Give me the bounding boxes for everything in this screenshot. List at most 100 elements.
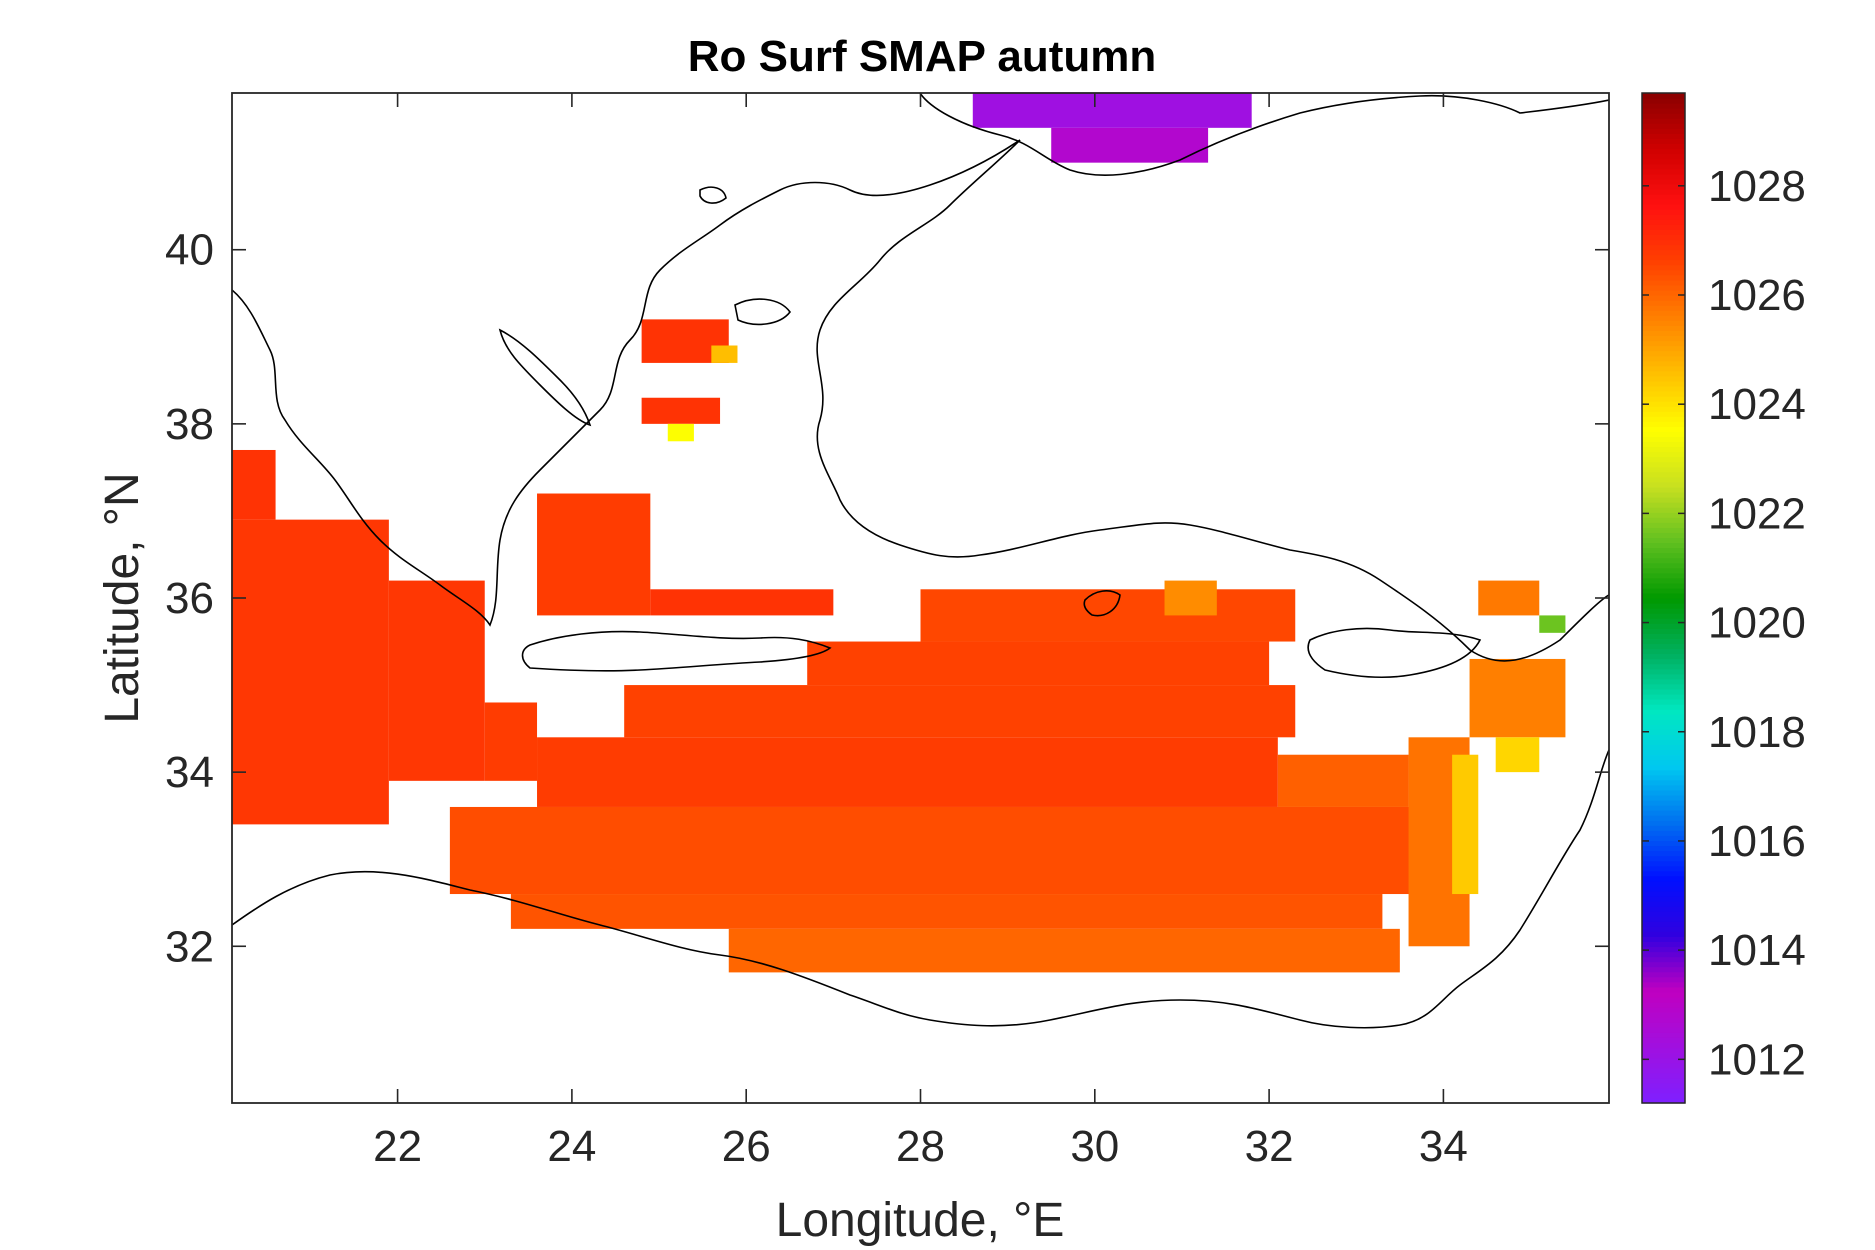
colorbar-band-170 [1642, 239, 1685, 246]
heatmap-cell-2 [388, 580, 485, 781]
colorbar-band-45 [1642, 870, 1685, 877]
colorbar-band-198 [1642, 98, 1685, 104]
colorbar-band-130 [1642, 441, 1685, 448]
colorbar-band-18 [1642, 1007, 1685, 1013]
colorbar-band-3 [1642, 1082, 1685, 1089]
colorbar-band-22 [1642, 986, 1685, 993]
colorbar-tick-label-7: 1026 [1708, 271, 1806, 320]
colorbar-band-65 [1642, 769, 1685, 776]
colorbar-band-199 [1642, 93, 1685, 99]
colorbar-band-30 [1642, 946, 1685, 953]
colorbar-band-191 [1642, 133, 1685, 140]
heatmap-cell-6 [807, 641, 1270, 686]
colorbar-band-84 [1642, 673, 1685, 680]
colorbar-band-122 [1642, 481, 1685, 488]
heatmap-cell-24 [1539, 615, 1566, 633]
colorbar-band-151 [1642, 335, 1685, 342]
colorbar-band-54 [1642, 825, 1685, 831]
colorbar-band-149 [1642, 345, 1685, 352]
colorbar-band-100 [1642, 592, 1685, 599]
colorbar-band-166 [1642, 259, 1685, 266]
colorbar-band-129 [1642, 446, 1685, 453]
colorbar-band-67 [1642, 759, 1685, 766]
colorbar-band-189 [1642, 143, 1685, 150]
colorbar-band-74 [1642, 724, 1685, 730]
colorbar-band-176 [1642, 209, 1685, 215]
colorbar-band-42 [1642, 885, 1685, 892]
x-tick-label-3: 28 [896, 1122, 945, 1171]
colorbar-band-36 [1642, 916, 1685, 922]
colorbar-band-139 [1642, 396, 1685, 402]
colorbar-band-88 [1642, 653, 1685, 660]
colorbar-band-85 [1642, 668, 1685, 675]
coastline-crete [521, 630, 832, 672]
colorbar-band-71 [1642, 739, 1685, 746]
heatmap-cell-17 [650, 589, 834, 616]
colorbar-band-66 [1642, 764, 1685, 771]
colorbar-band-141 [1642, 385, 1685, 392]
colorbar-band-169 [1642, 244, 1685, 251]
colorbar-frame [1641, 92, 1686, 1104]
colorbar-band-185 [1642, 163, 1685, 170]
heatmap-cell-16 [537, 493, 651, 616]
x-tick-label-1: 24 [547, 1122, 596, 1171]
coastline-rhodes [1083, 590, 1121, 617]
colorbar-band-174 [1642, 219, 1685, 225]
colorbar-band-107 [1642, 557, 1685, 564]
colorbar-band-187 [1642, 153, 1685, 160]
colorbar-band-62 [1642, 784, 1685, 791]
colorbar-band-80 [1642, 693, 1685, 700]
colorbar-band-113 [1642, 527, 1685, 533]
colorbar-band-29 [1642, 951, 1685, 958]
colorbar-band-106 [1642, 562, 1685, 569]
colorbar-band-31 [1642, 941, 1685, 948]
colorbar-band-44 [1642, 875, 1685, 882]
colorbar-band-19 [1642, 1002, 1685, 1008]
colorbar-band-90 [1642, 643, 1685, 650]
colorbar-band-114 [1642, 522, 1685, 528]
colorbar-band-179 [1642, 194, 1685, 200]
heatmap-cell-23 [667, 423, 694, 442]
colorbar-band-102 [1642, 582, 1685, 589]
x-axis-ticks: 22 24 26 28 30 32 34 [373, 93, 1468, 1171]
colorbar-band-194 [1642, 118, 1685, 124]
colorbar-band-118 [1642, 502, 1685, 508]
heatmap-cell-26 [1051, 127, 1209, 163]
colorbar-band-147 [1642, 355, 1685, 362]
colorbar-band-37 [1642, 911, 1685, 917]
colorbar-band-59 [1642, 800, 1685, 806]
colorbar-band-75 [1642, 719, 1685, 725]
colorbar-band-2 [1642, 1087, 1685, 1094]
colorbar-band-175 [1642, 214, 1685, 220]
colorbar-band-104 [1642, 572, 1685, 579]
colorbar-band-111 [1642, 537, 1685, 544]
colorbar-band-25 [1642, 971, 1685, 978]
colorbar-band-56 [1642, 815, 1685, 821]
colorbar-tick-label-5: 1022 [1708, 489, 1806, 538]
colorbar-tick-label-3: 1018 [1708, 708, 1806, 757]
colorbar-band-21 [1642, 991, 1685, 998]
colorbar-band-28 [1642, 956, 1685, 963]
coastline-north-africa [232, 749, 1609, 1029]
y-tick-label-1: 34 [165, 748, 214, 797]
heatmap-cell-1 [232, 449, 276, 520]
colorbar-band-17 [1642, 1012, 1685, 1018]
colorbar-band-186 [1642, 158, 1685, 165]
colorbar-band-51 [1642, 840, 1685, 847]
coastline-thasos [699, 186, 727, 204]
x-tick-label-6: 34 [1419, 1122, 1468, 1171]
colorbar-band-95 [1642, 618, 1685, 624]
colorbar-band-153 [1642, 325, 1685, 331]
colorbar-band-182 [1642, 178, 1685, 185]
colorbar-band-27 [1642, 961, 1685, 968]
colorbar-band-145 [1642, 365, 1685, 372]
heatmap-cell-15 [1495, 737, 1540, 773]
chart-title: Ro Surf SMAP autumn [688, 32, 1157, 81]
colorbar-tick-label-0: 1012 [1708, 1035, 1806, 1084]
colorbar-band-138 [1642, 401, 1685, 407]
colorbar-band-164 [1642, 269, 1685, 276]
heatmap-cell-18 [1164, 580, 1217, 616]
colorbar-band-7 [1642, 1062, 1685, 1069]
colorbar-band-77 [1642, 709, 1685, 715]
